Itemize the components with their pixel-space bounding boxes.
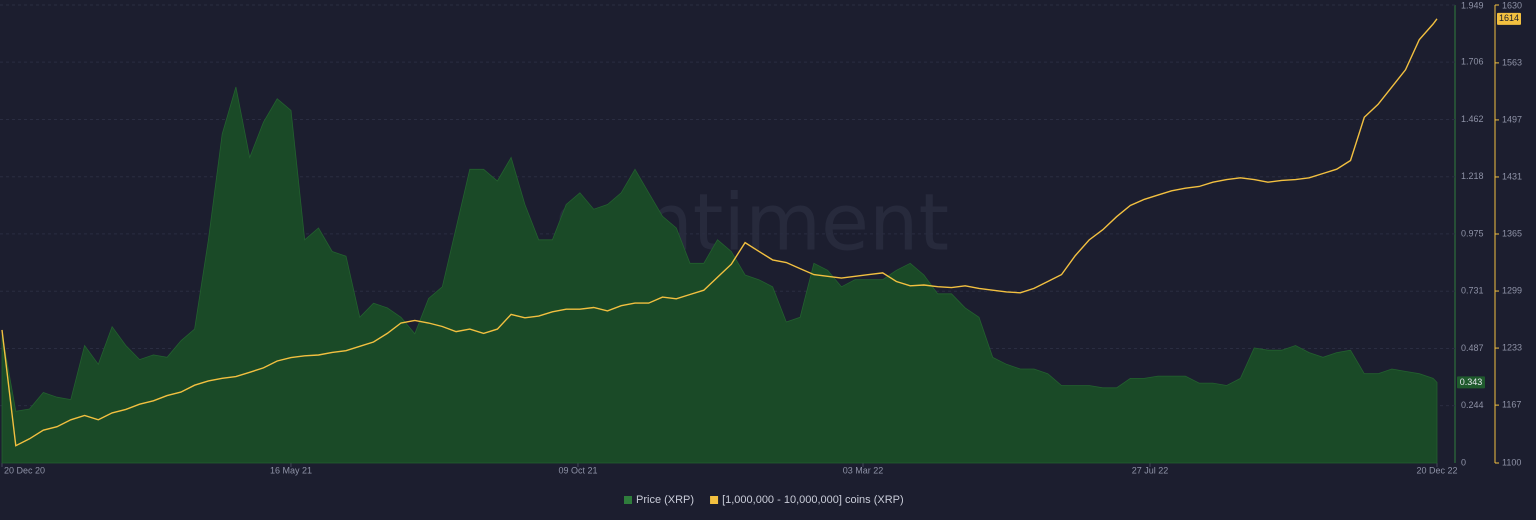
last-value-badge [1457,376,1485,389]
y2-tick-label: 1233 [1502,342,1522,352]
holders-line [1,18,1438,447]
y-tick-label: 1.706 [1461,56,1484,66]
y-tick-label: 0.244 [1461,400,1484,410]
x-tick-label: 09 Oct 21 [558,465,597,475]
y2-tick-label: 1299 [1502,285,1522,295]
last-value-label: 0.343 [1460,377,1483,387]
x-tick-label: 20 Dec 22 [1416,465,1457,475]
legend-swatch [710,496,719,504]
x-tick-label: 20 Dec 20 [4,465,45,475]
y-tick-label: 1.462 [1461,114,1484,124]
y2-tick-label: 1167 [1502,399,1521,409]
y2-tick-label: 1630 [1502,0,1522,10]
last-value-badge [1497,12,1521,25]
y2-tick-label: 1563 [1502,57,1522,67]
legend-label: [1,000,000 - 10,000,000] coins (XRP) [722,494,904,506]
y2-tick-label: 1100 [1502,457,1521,467]
last-value-label: 1614 [1499,13,1519,23]
y-tick-label: 0.975 [1461,228,1484,238]
x-tick-label: 27 Jul 22 [1132,465,1169,475]
y-tick-label: 1.949 [1461,0,1484,10]
y2-tick-label: 1365 [1502,228,1522,238]
y-tick-label: 0 [1461,457,1466,467]
y2-tick-label: 1431 [1502,171,1522,181]
y-tick-label: 0.487 [1461,343,1484,353]
legend-swatch [624,496,632,504]
legend-label: Price (XRP) [636,494,694,506]
x-tick-label: 03 Mar 22 [843,465,884,475]
y2-tick-label: 1497 [1502,114,1522,124]
x-tick-label: 16 May 21 [270,465,312,475]
y-tick-label: 0.731 [1461,286,1484,296]
y-tick-label: 1.218 [1461,171,1484,181]
